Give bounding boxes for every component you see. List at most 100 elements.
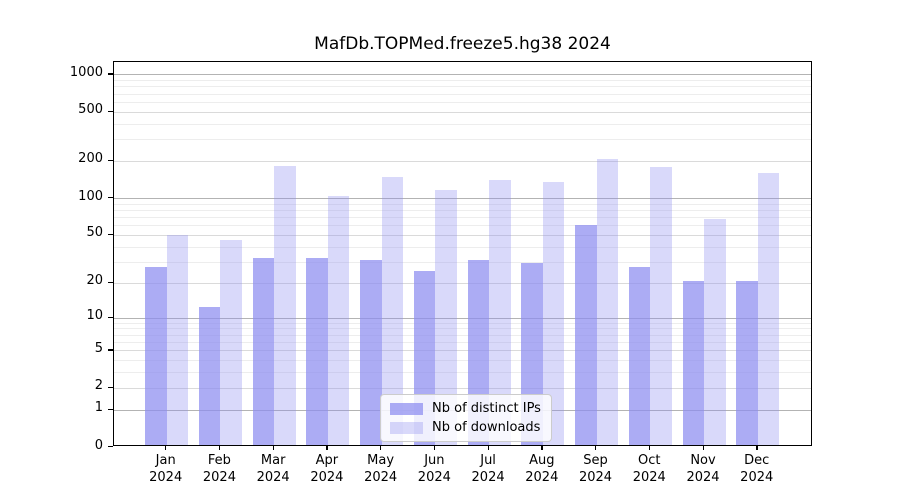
legend-item-distinct-ips: Nb of distinct IPs: [390, 401, 541, 416]
x-tick-label-jan: Jan 2024: [149, 453, 183, 485]
y-tick-label-200: 200: [78, 151, 103, 167]
y-gridline-10: [114, 317, 811, 319]
bar-downloads-oct: [650, 166, 672, 445]
y-gridline-minor-400: [114, 123, 811, 125]
x-tick-mark-may: [380, 446, 382, 450]
legend-label-distinct-ips: Nb of distinct IPs: [432, 401, 541, 416]
legend-swatch-distinct-ips: [390, 402, 423, 415]
y-gridline-minor-40: [114, 246, 811, 248]
bar-ips-nov: [682, 280, 704, 445]
x-tick-mark-apr: [326, 446, 328, 450]
legend-label-downloads: Nb of downloads: [432, 420, 541, 435]
y-tick-mark-500: [108, 110, 113, 112]
y-gridline-5: [114, 350, 811, 352]
bar-downloads-aug: [542, 182, 565, 445]
y-gridline-200: [114, 160, 811, 162]
x-tick-year-dec: 2024: [740, 470, 774, 485]
x-tick-label-jul: Jul 2024: [471, 453, 505, 485]
x-tick-year-apr: 2024: [310, 470, 344, 485]
y-gridline-2: [114, 387, 811, 389]
y-tick-label-500: 500: [78, 102, 103, 118]
y-tick-mark-50: [108, 233, 113, 236]
x-tick-label-jun: Jun 2024: [417, 453, 451, 485]
legend-item-downloads: Nb of downloads: [390, 420, 541, 435]
bar-downloads-jan: [166, 235, 189, 445]
x-tick-year-may: 2024: [364, 470, 398, 485]
bar-downloads-apr: [327, 196, 350, 445]
y-tick-mark-5: [108, 349, 113, 351]
x-tick-mark-sep: [595, 446, 597, 450]
x-tick-label-feb: Feb 2024: [202, 453, 236, 485]
bar-ips-sep: [575, 225, 597, 445]
y-gridline-100: [114, 198, 811, 200]
bar-downloads-dec: [757, 172, 780, 445]
y-gridline-minor-900: [114, 80, 811, 82]
bar-ips-dec: [736, 280, 758, 445]
bar-downloads-may: [381, 177, 404, 445]
x-tick-mark-mar: [272, 446, 274, 450]
y-gridline-minor-600: [114, 101, 811, 103]
bar-downloads-jul: [489, 180, 511, 445]
x-tick-year-jun: 2024: [417, 470, 451, 485]
x-tick-year-jul: 2024: [471, 470, 505, 485]
y-gridline-minor-3: [114, 372, 811, 374]
x-tick-mark-aug: [541, 446, 543, 450]
plot-area: Nb of distinct IPs Nb of downloads: [113, 61, 812, 446]
x-tick-year-feb: 2024: [202, 470, 236, 485]
y-tick-label-2: 2: [94, 378, 103, 394]
bar-ips-jan: [145, 267, 167, 445]
y-gridline-minor-90: [114, 203, 811, 205]
y-tick-label-50: 50: [86, 225, 103, 241]
y-gridline-minor-300: [114, 139, 811, 141]
y-tick-label-5: 5: [94, 340, 103, 356]
y-tick-label-1000: 1000: [69, 64, 103, 80]
bar-downloads-sep: [596, 158, 619, 445]
y-tick-label-1: 1: [94, 400, 103, 416]
bar-downloads-mar: [274, 165, 296, 445]
y-gridline-50: [114, 234, 811, 236]
y-tick-mark-0: [108, 446, 113, 448]
y-tick-mark-10: [108, 316, 113, 318]
y-tick-mark-100: [108, 197, 113, 199]
x-tick-label-nov: Nov 2024: [686, 453, 720, 485]
x-tick-mark-jul: [487, 446, 489, 450]
bar-ips-oct: [628, 267, 651, 445]
y-tick-mark-1000: [108, 73, 113, 75]
bar-downloads-feb: [220, 239, 242, 445]
legend-swatch-downloads: [390, 421, 423, 434]
x-tick-label-aug: Aug 2024: [525, 453, 559, 485]
x-tick-year-nov: 2024: [686, 470, 720, 485]
x-tick-label-mar: Mar 2024: [256, 453, 290, 485]
bar-downloads-jun: [435, 190, 457, 445]
y-tick-mark-1: [108, 408, 113, 410]
y-tick-mark-20: [108, 281, 113, 284]
x-tick-label-oct: Oct 2024: [632, 453, 666, 485]
y-gridline-500: [114, 111, 811, 113]
x-tick-mark-dec: [756, 446, 758, 450]
bar-ips-feb: [198, 306, 221, 445]
y-tick-mark-200: [108, 159, 113, 162]
x-tick-label-sep: Sep 2024: [578, 453, 613, 485]
y-gridline-minor-8: [114, 328, 811, 330]
x-tick-year-jan: 2024: [149, 470, 183, 485]
y-gridline-minor-700: [114, 93, 811, 95]
y-gridline-minor-80: [114, 209, 811, 211]
y-gridline-minor-70: [114, 217, 811, 219]
x-tick-mark-nov: [702, 446, 704, 450]
y-gridline-minor-30: [114, 261, 811, 263]
chart-title: MafDb.TOPMed.freeze5.hg38 2024: [314, 34, 611, 54]
y-tick-mark-2: [108, 386, 113, 389]
y-gridline-minor-800: [114, 86, 811, 88]
x-tick-label-apr: Apr 2024: [310, 453, 344, 485]
y-gridline-minor-9: [114, 322, 811, 324]
x-tick-mark-jan: [165, 446, 167, 450]
x-tick-mark-jun: [433, 446, 436, 450]
y-tick-label-100: 100: [78, 188, 103, 204]
y-tick-label-20: 20: [86, 273, 103, 289]
y-gridline-minor-7: [114, 334, 811, 336]
y-gridline-20: [114, 282, 811, 284]
legend: Nb of distinct IPs Nb of downloads: [380, 394, 552, 442]
y-gridline-minor-4: [114, 360, 811, 362]
bar-ips-may: [360, 259, 382, 445]
